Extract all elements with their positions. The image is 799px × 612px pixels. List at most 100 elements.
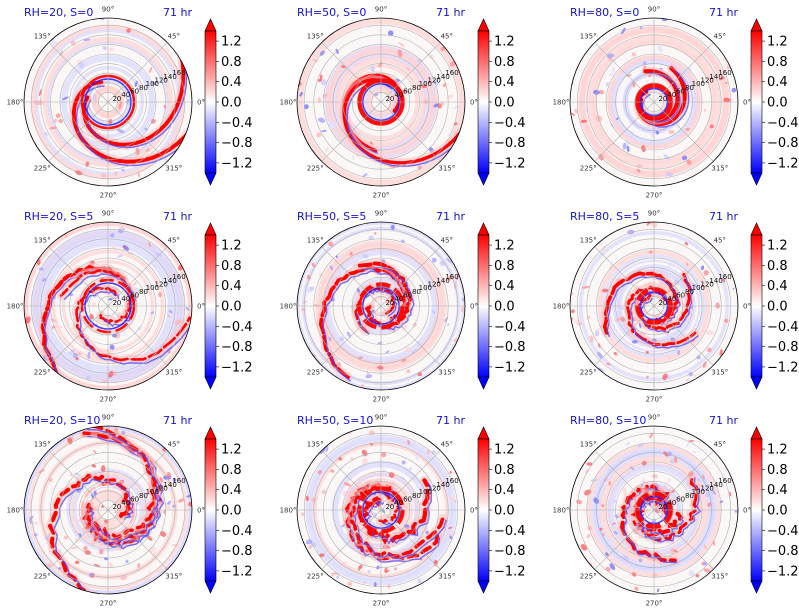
angle-tick-label: 90° [375, 6, 387, 14]
polar-frame [569, 425, 739, 595]
colorbar-tick-label: 0.0 [767, 300, 788, 315]
anomaly-speckle [662, 373, 668, 381]
anomaly-speckle [172, 478, 177, 482]
anomaly-speckle [431, 309, 436, 314]
rainband-positive [344, 482, 403, 524]
anomaly-speckle [584, 106, 589, 112]
angle-tick-label: 0° [743, 99, 751, 107]
radial-tick-label: 20 [385, 95, 394, 103]
colorbar-extend-max [750, 18, 763, 32]
angle-tick-label: 135° [307, 441, 324, 449]
angular-gridline [594, 101, 655, 162]
polar-panel: 0°45°90°135°180°225°270°315°20 40 60 801001… [553, 6, 751, 200]
angle-tick-label: 135° [34, 441, 51, 449]
anomaly-speckle [165, 502, 172, 510]
anomaly-speckle [126, 28, 131, 33]
radial-tick-label: 40 [667, 91, 676, 99]
colorbar-extend-min [204, 376, 217, 390]
anomaly-speckle [673, 279, 679, 285]
anomaly-speckle [384, 567, 388, 574]
anomaly-speckle [638, 322, 642, 329]
anomaly-speckle [417, 578, 422, 584]
radial-tick-label: 60 [676, 292, 685, 300]
panel-title: RH=80, S=0 [570, 6, 639, 19]
anomaly-speckle [646, 375, 649, 379]
anomaly-speckle [605, 82, 610, 87]
anomaly-speckle [657, 156, 661, 159]
polar-panel: 0°45°90°135°180°225°270°315°20 40 60 801001… [7, 414, 205, 608]
angle-tick-label: 270° [646, 600, 663, 608]
angle-tick-label: 225° [307, 368, 324, 376]
anomaly-speckle [383, 433, 386, 437]
radial-tick-label: 120 [155, 77, 168, 85]
anomaly-speckle [50, 147, 55, 155]
colorbar-tick-label: −0.8 [767, 340, 799, 355]
radial-tick-label: 140 [709, 277, 722, 285]
anomaly-speckle [321, 130, 327, 133]
rainband-positive [355, 261, 412, 329]
angular-gridline [653, 450, 714, 511]
anomaly-speckle [148, 242, 151, 247]
anomaly-speckle [411, 349, 418, 355]
colorbar-extend-min [477, 172, 490, 186]
anomaly-speckle [358, 564, 363, 570]
panel-title: RH=20, S=0 [24, 6, 93, 19]
anomaly-speckle [631, 572, 637, 577]
anomaly-speckle [378, 61, 383, 68]
anomaly-speckle [113, 233, 118, 238]
anomaly-speckle [688, 569, 695, 577]
anomaly-speckle [622, 142, 627, 150]
anomaly-speckle [321, 489, 326, 495]
anomaly-speckle [57, 325, 62, 329]
anomaly-speckle [148, 569, 151, 575]
angular-gridline [380, 509, 441, 570]
anomaly-speckle [318, 117, 326, 123]
anomaly-speckle [145, 148, 150, 152]
polar-frame [569, 221, 739, 391]
anomaly-speckle [650, 133, 655, 138]
anomaly-speckle [461, 297, 465, 302]
angular-gridline [653, 42, 714, 103]
anomaly-speckle [349, 252, 353, 256]
anomaly-speckle [449, 470, 452, 474]
radial-tick-label: 140 [163, 73, 176, 81]
colorbar-tick-label: 1.2 [494, 443, 515, 458]
angle-tick-label: 90° [648, 414, 660, 422]
anomaly-speckle [719, 349, 723, 356]
anomaly-speckle [673, 549, 678, 553]
angular-gridline [107, 305, 168, 366]
anomaly-speckle [84, 550, 91, 555]
anomaly-speckle [428, 54, 434, 59]
angle-tick-label: 90° [102, 414, 114, 422]
anomaly-speckle [387, 30, 394, 36]
anomaly-speckle [723, 318, 729, 323]
angle-tick-label: 180° [553, 507, 570, 515]
anomaly-speckle [636, 168, 641, 173]
radial-tick-label: 140 [436, 481, 449, 489]
radial-tick-label: 40 [667, 499, 676, 507]
anomaly-speckle [370, 141, 373, 145]
anomaly-speckle [642, 477, 645, 483]
anomaly-speckle [686, 262, 689, 266]
anomaly-speckle [137, 172, 140, 178]
radial-tick-label: 80 [685, 492, 694, 500]
colorbar-tick-label: 0.8 [494, 259, 515, 274]
anomaly-speckle [347, 581, 353, 587]
radial-tick-label: 100 [419, 284, 432, 292]
anomaly-speckle [626, 74, 632, 77]
angle-tick-label: 135° [307, 33, 324, 41]
radial-tick-label: 20 [658, 503, 667, 511]
anomaly-speckle [602, 288, 609, 293]
anomaly-speckle [626, 145, 630, 153]
colorbar-tick-label: 0.4 [767, 483, 788, 498]
anomaly-speckle [695, 573, 700, 578]
polar-frame [23, 221, 193, 391]
radial-tick-label: 60 [403, 292, 412, 300]
angle-tick-label: 225° [307, 572, 324, 580]
radial-tick-label: 40 [121, 499, 130, 507]
anomaly-speckle [631, 340, 638, 344]
anomaly-speckle [433, 299, 437, 303]
anomaly-speckle [148, 546, 156, 553]
anomaly-speckle [731, 87, 737, 93]
colorbar-tick-label: 0.4 [221, 75, 242, 90]
